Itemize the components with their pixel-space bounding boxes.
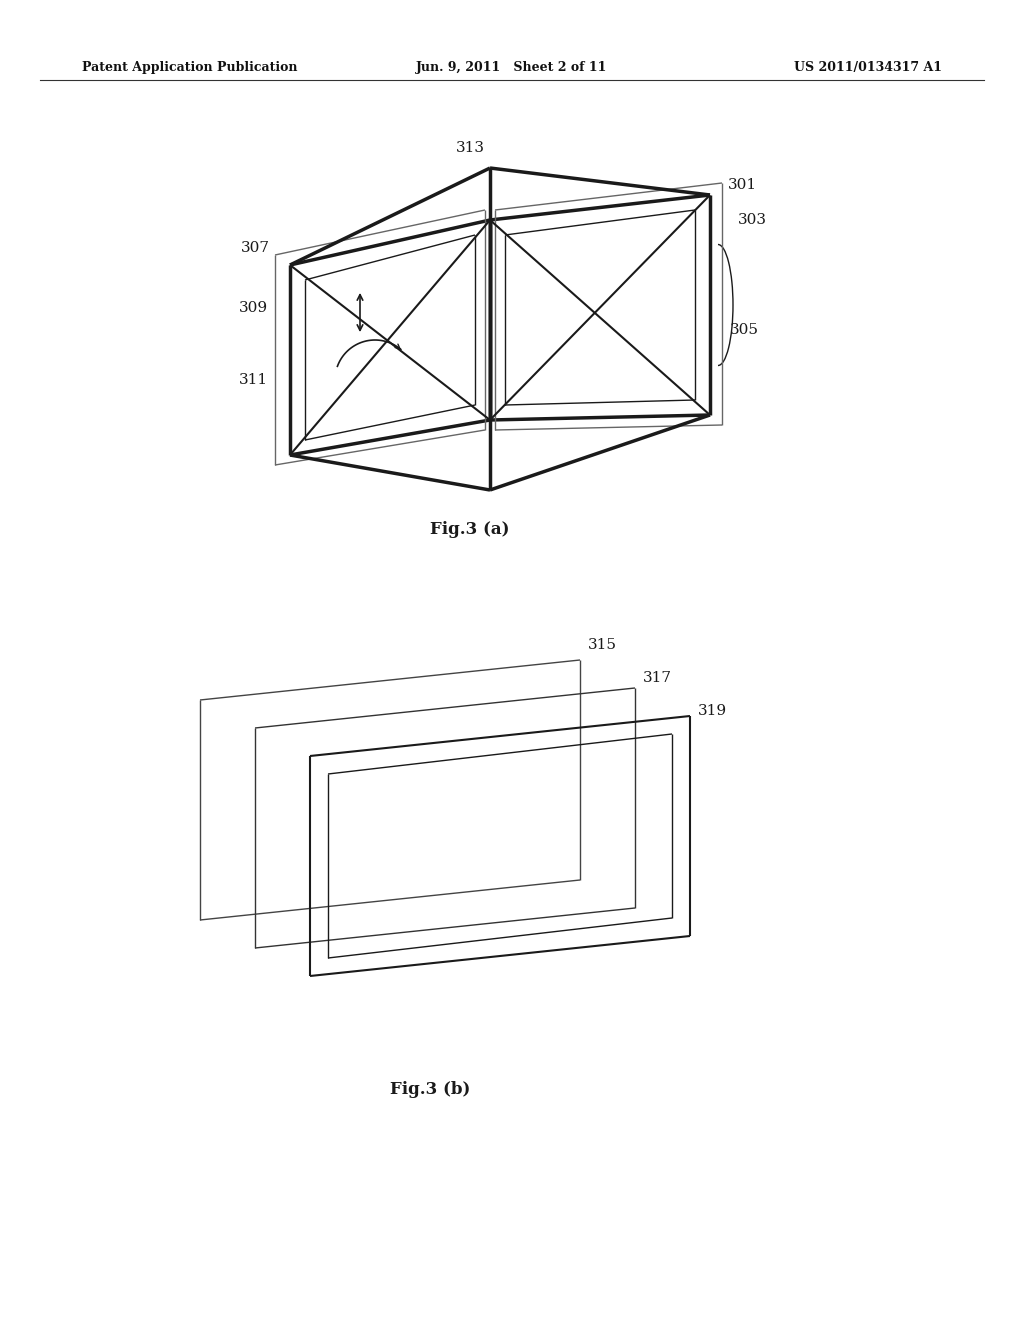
Text: 307: 307	[241, 242, 270, 255]
Text: 305: 305	[730, 323, 759, 337]
Text: 311: 311	[239, 374, 268, 387]
Text: 309: 309	[239, 301, 268, 315]
Text: 317: 317	[643, 671, 672, 685]
Text: 315: 315	[588, 638, 617, 652]
Text: Patent Application Publication: Patent Application Publication	[82, 62, 298, 74]
Text: 313: 313	[456, 141, 484, 154]
Text: Fig.3 (a): Fig.3 (a)	[430, 521, 510, 539]
Text: 301: 301	[728, 178, 757, 191]
Text: Fig.3 (b): Fig.3 (b)	[390, 1081, 470, 1098]
Text: Jun. 9, 2011   Sheet 2 of 11: Jun. 9, 2011 Sheet 2 of 11	[417, 62, 607, 74]
Text: US 2011/0134317 A1: US 2011/0134317 A1	[794, 62, 942, 74]
Text: 303: 303	[738, 213, 767, 227]
Text: 319: 319	[698, 704, 727, 718]
